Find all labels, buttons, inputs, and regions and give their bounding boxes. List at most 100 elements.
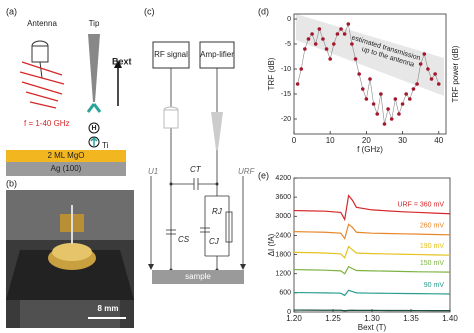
- urf-label: URF: [238, 167, 256, 176]
- tip-label: Tip: [89, 19, 100, 28]
- rj-label: RJ: [212, 207, 223, 216]
- data-point: [415, 82, 419, 86]
- frequency-label: f = 1-40 GHz: [24, 119, 70, 128]
- x-tick-label: 20: [362, 136, 371, 145]
- h-atom: [88, 122, 100, 134]
- tip-icon: [211, 112, 223, 150]
- y-tick-label: -10: [281, 66, 291, 73]
- ti-label: Ti: [102, 141, 109, 150]
- data-point: [357, 72, 361, 76]
- tip-shape: [88, 34, 100, 102]
- data-point: [321, 37, 325, 41]
- panel-letter: (d): [258, 6, 269, 16]
- y-tick-label: 3000: [275, 213, 291, 220]
- panel-letter: (c): [144, 6, 155, 16]
- data-line: [293, 194, 451, 222]
- data-point: [397, 112, 401, 116]
- x-axis-label: Bext (T): [358, 323, 387, 332]
- data-point: [310, 32, 314, 36]
- data-point: [306, 37, 311, 41]
- field-label: Bext: [112, 56, 132, 66]
- data-point: [295, 82, 300, 86]
- data-point: [360, 87, 365, 91]
- data-point: [317, 27, 322, 31]
- x-tick-label: 40: [434, 136, 443, 145]
- antenna-label: Antenna: [27, 19, 57, 28]
- data-point: [436, 82, 441, 86]
- cj-label: CJ: [209, 237, 220, 246]
- cable-end: [163, 106, 179, 129]
- y-tick-label: 600: [279, 290, 291, 297]
- y2-axis-label: TRF power (dB): [451, 45, 460, 102]
- mgo-label: 2 ML MgO: [47, 151, 84, 160]
- data-line: [293, 289, 451, 297]
- rf-label: RF signal: [154, 50, 188, 59]
- x-tick-label: 1.20: [286, 314, 302, 323]
- x-tick-label: 1.30: [364, 314, 380, 323]
- data-point: [389, 117, 394, 121]
- data-point: [386, 107, 390, 111]
- data-point: [422, 52, 427, 56]
- circuit: [150, 68, 244, 270]
- x-tick-label: 1.40: [442, 314, 458, 323]
- sample-label: sample: [185, 272, 211, 281]
- data-point: [382, 122, 387, 126]
- x-axis-label: f (GHz): [357, 145, 383, 154]
- panel-letter: (b): [6, 178, 17, 188]
- y-tick-label: 4200: [275, 175, 291, 182]
- panel-letter: (a): [6, 6, 17, 16]
- data-point: [303, 47, 307, 51]
- x-tick-label: 1.35: [403, 314, 419, 323]
- y-tick-label: -5: [285, 41, 291, 48]
- data-line: [297, 22, 440, 125]
- y-tick-label: 1200: [275, 271, 291, 278]
- panel-letter: (e): [258, 170, 269, 180]
- data-point: [342, 32, 347, 36]
- data-line: [293, 309, 451, 312]
- cs-label: CS: [178, 235, 190, 244]
- plot-frame: [293, 13, 447, 135]
- data-point: [313, 42, 318, 46]
- data-point: [400, 102, 405, 106]
- y-tick-label: -20: [281, 116, 291, 123]
- data-point: [426, 67, 430, 71]
- legend-entry: 90 mV: [424, 282, 445, 289]
- data-point: [364, 97, 369, 101]
- data-point: [324, 47, 329, 51]
- legend-entry: 260 mV: [420, 223, 444, 230]
- ag-label: Ag (100): [51, 164, 82, 173]
- data-line: [293, 223, 451, 240]
- photo: [6, 190, 134, 328]
- y-tick-label: 1800: [275, 251, 291, 258]
- data-point: [353, 57, 358, 61]
- y-tick-label: -15: [281, 91, 291, 98]
- data-point: [429, 77, 434, 81]
- x-tick-label: 30: [398, 136, 407, 145]
- data-point: [368, 77, 372, 81]
- mgo-layer: [6, 150, 126, 162]
- ti-spin: [90, 136, 98, 146]
- data-point: [339, 27, 343, 31]
- u1-label: U1: [148, 167, 158, 176]
- field-arrowhead: [114, 60, 122, 68]
- data-line: [293, 265, 451, 275]
- x-tick-label: 10: [326, 136, 335, 145]
- data-point: [299, 67, 304, 71]
- x-tick-label: 0: [292, 136, 297, 145]
- data-point: [332, 42, 336, 46]
- data-line: [293, 245, 451, 259]
- amp-label: Amp-lifier: [200, 50, 234, 59]
- y-axis-label: TRF (dB): [267, 57, 276, 90]
- data-point: [371, 102, 376, 106]
- data-point: [346, 22, 351, 26]
- data-point: [379, 92, 383, 96]
- y-tick-label: 0: [287, 309, 291, 316]
- sample-box: [152, 270, 244, 284]
- transmission-band: [296, 14, 444, 96]
- data-point: [418, 62, 423, 66]
- legend-entry: URF = 360 mV: [398, 202, 445, 209]
- x-tick-label: 1.25: [325, 314, 341, 323]
- y-tick-label: 2400: [275, 232, 291, 239]
- rf-box: [152, 41, 190, 69]
